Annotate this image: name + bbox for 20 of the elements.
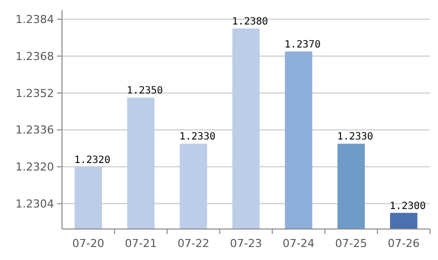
data-label: 1.2330 <box>179 132 216 143</box>
x-tick-label: 07-21 <box>124 237 157 250</box>
y-tick-label: 1.2352 <box>16 86 54 100</box>
x-tick-label: 07-23 <box>230 237 262 250</box>
x-tick-label: 07-22 <box>177 237 210 250</box>
x-tick-label: 07-20 <box>72 237 104 250</box>
y-tick-label: 1.2336 <box>16 124 54 137</box>
x-tick-label: 07-25 <box>335 237 368 250</box>
data-label: 1.2350 <box>126 86 163 97</box>
y-tick-label: 1.2384 <box>16 13 54 26</box>
data-label: 1.2300 <box>390 200 426 212</box>
data-label: 1.2320 <box>74 154 110 166</box>
y-tick-label: 1.2320 <box>16 160 54 174</box>
data-label: 1.2330 <box>337 132 374 143</box>
x-tick-label: 07-24 <box>282 237 315 250</box>
y-tick-label: 1.2304 <box>16 197 54 210</box>
data-label: 1.2370 <box>284 39 321 50</box>
x-tick-label: 07-26 <box>388 237 420 250</box>
y-tick-label: 1.2368 <box>16 50 54 63</box>
data-label: 1.2380 <box>232 16 268 28</box>
